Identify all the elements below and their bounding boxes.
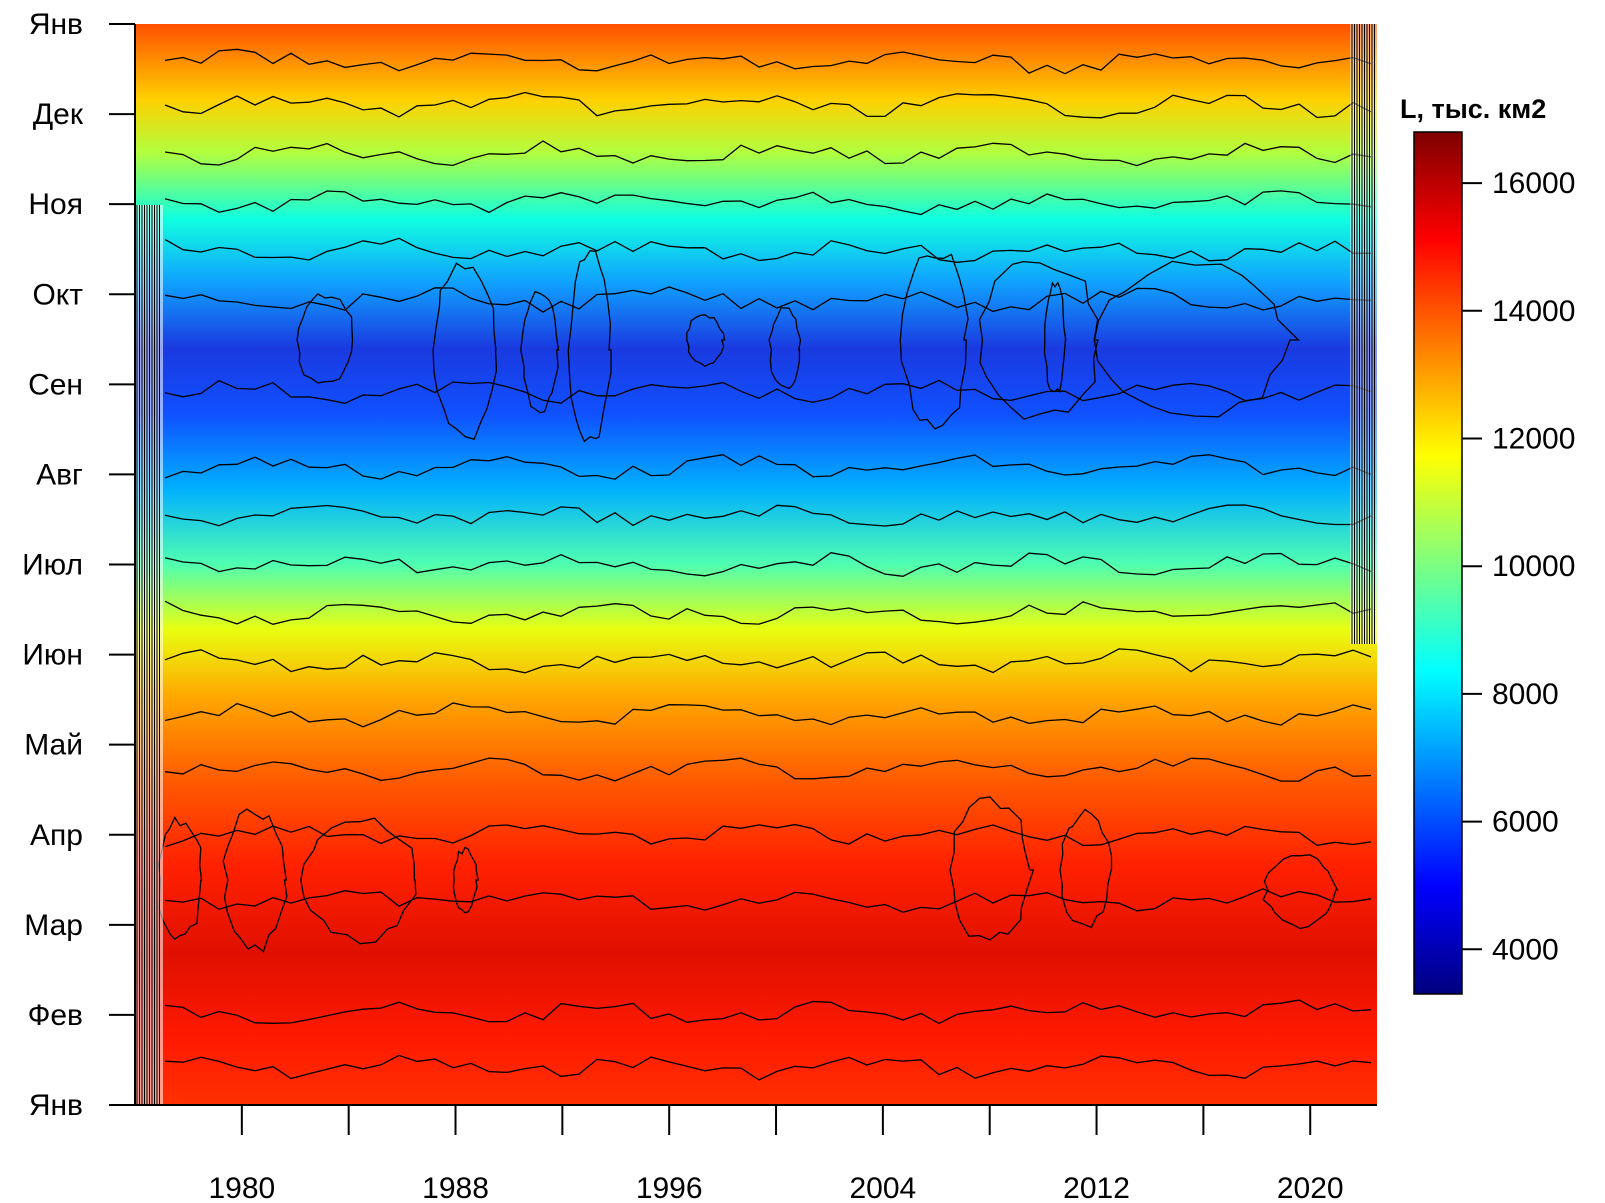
x-tick-label: 1996: [636, 1172, 703, 1203]
contour-blob: [567, 249, 612, 443]
colorbar-ticks: 4000 6000 8000 10000 12000 14000 16000: [1462, 167, 1575, 966]
y-tick-label: Авг: [36, 458, 83, 491]
contour-line: [164, 823, 1372, 848]
x-tick-label: 2004: [849, 1172, 916, 1203]
contour-blob: [899, 253, 969, 430]
contour-line: [164, 237, 1372, 263]
x-tick-label: 1980: [208, 1172, 275, 1203]
contour-blob: [432, 262, 498, 441]
contour-blob: [1093, 260, 1301, 418]
colorbar-tick-label: 6000: [1492, 806, 1559, 839]
contour-line: [164, 140, 1372, 167]
contour-line: [164, 999, 1372, 1025]
contour-line: [164, 702, 1372, 728]
x-tick-label: 2012: [1063, 1172, 1130, 1203]
colorbar-tick-label: 10000: [1492, 550, 1575, 583]
y-tick-label: Окт: [32, 278, 83, 311]
y-axis-ticks: Янв Фев Мар Апр Май Июн Июл Авг Сен Окт Ноя Дек Янв: [22, 8, 135, 1122]
colorbar-tick-label: 16000: [1492, 167, 1575, 200]
edge-contour-bunch: [135, 24, 1377, 1105]
y-tick-label: Июн: [22, 639, 83, 672]
colorbar-tick-label: 8000: [1492, 678, 1559, 711]
colorbar: [1413, 131, 1463, 995]
y-tick-label: Апр: [30, 819, 83, 852]
contour-blob: [300, 817, 417, 945]
contour-blob: [1043, 281, 1067, 393]
contour-line: [164, 286, 1372, 313]
y-tick-label: Ноя: [28, 188, 83, 221]
contour-blob: [768, 307, 802, 390]
heatmap-area: [135, 24, 1377, 1105]
contour-line: [164, 379, 1372, 404]
colorbar-title: L, тыс. км2: [1400, 94, 1546, 124]
contour-line: [164, 600, 1372, 625]
colorbar-tick-label: 14000: [1492, 295, 1575, 328]
y-tick-label: Сен: [28, 368, 83, 401]
contour-blob: [1059, 808, 1113, 929]
contour-line: [164, 190, 1372, 216]
colorbar-tick-label: 4000: [1492, 933, 1559, 966]
contour-line: [164, 504, 1372, 527]
contour-blob: [1262, 854, 1339, 930]
colorbar-tick-label: 12000: [1492, 422, 1575, 455]
y-tick-label: Дек: [33, 98, 84, 131]
contour-line: [164, 757, 1372, 782]
y-tick-label: Мар: [24, 909, 83, 942]
contour-line: [164, 552, 1372, 577]
contour-line: [164, 454, 1372, 480]
contour-lines: [157, 48, 1372, 1081]
y-tick-label: Янв: [29, 1089, 83, 1122]
x-tick-label: 1988: [422, 1172, 489, 1203]
contour-blob: [452, 846, 479, 914]
contour-line: [164, 648, 1372, 674]
contour-blob: [978, 260, 1099, 420]
y-tick-label: Июл: [22, 549, 83, 582]
contour-line: [164, 888, 1372, 913]
heatmap-field: [135, 24, 1377, 1105]
contour-line: [164, 1054, 1372, 1081]
contour-blob: [949, 796, 1035, 941]
contour-blob: [686, 314, 726, 368]
y-tick-label: Янв: [29, 8, 83, 41]
contour-blob: [296, 293, 354, 384]
contour-line: [164, 48, 1372, 75]
y-tick-label: Фев: [28, 999, 83, 1032]
y-tick-label: Май: [24, 729, 83, 762]
x-tick-label: 2020: [1277, 1172, 1344, 1203]
x-axis-ticks: 1980 1988 1996 2004 2012 2020: [208, 1105, 1344, 1203]
contour-line: [164, 91, 1372, 119]
contour-blob: [222, 808, 288, 953]
contour-blob: [520, 290, 560, 414]
